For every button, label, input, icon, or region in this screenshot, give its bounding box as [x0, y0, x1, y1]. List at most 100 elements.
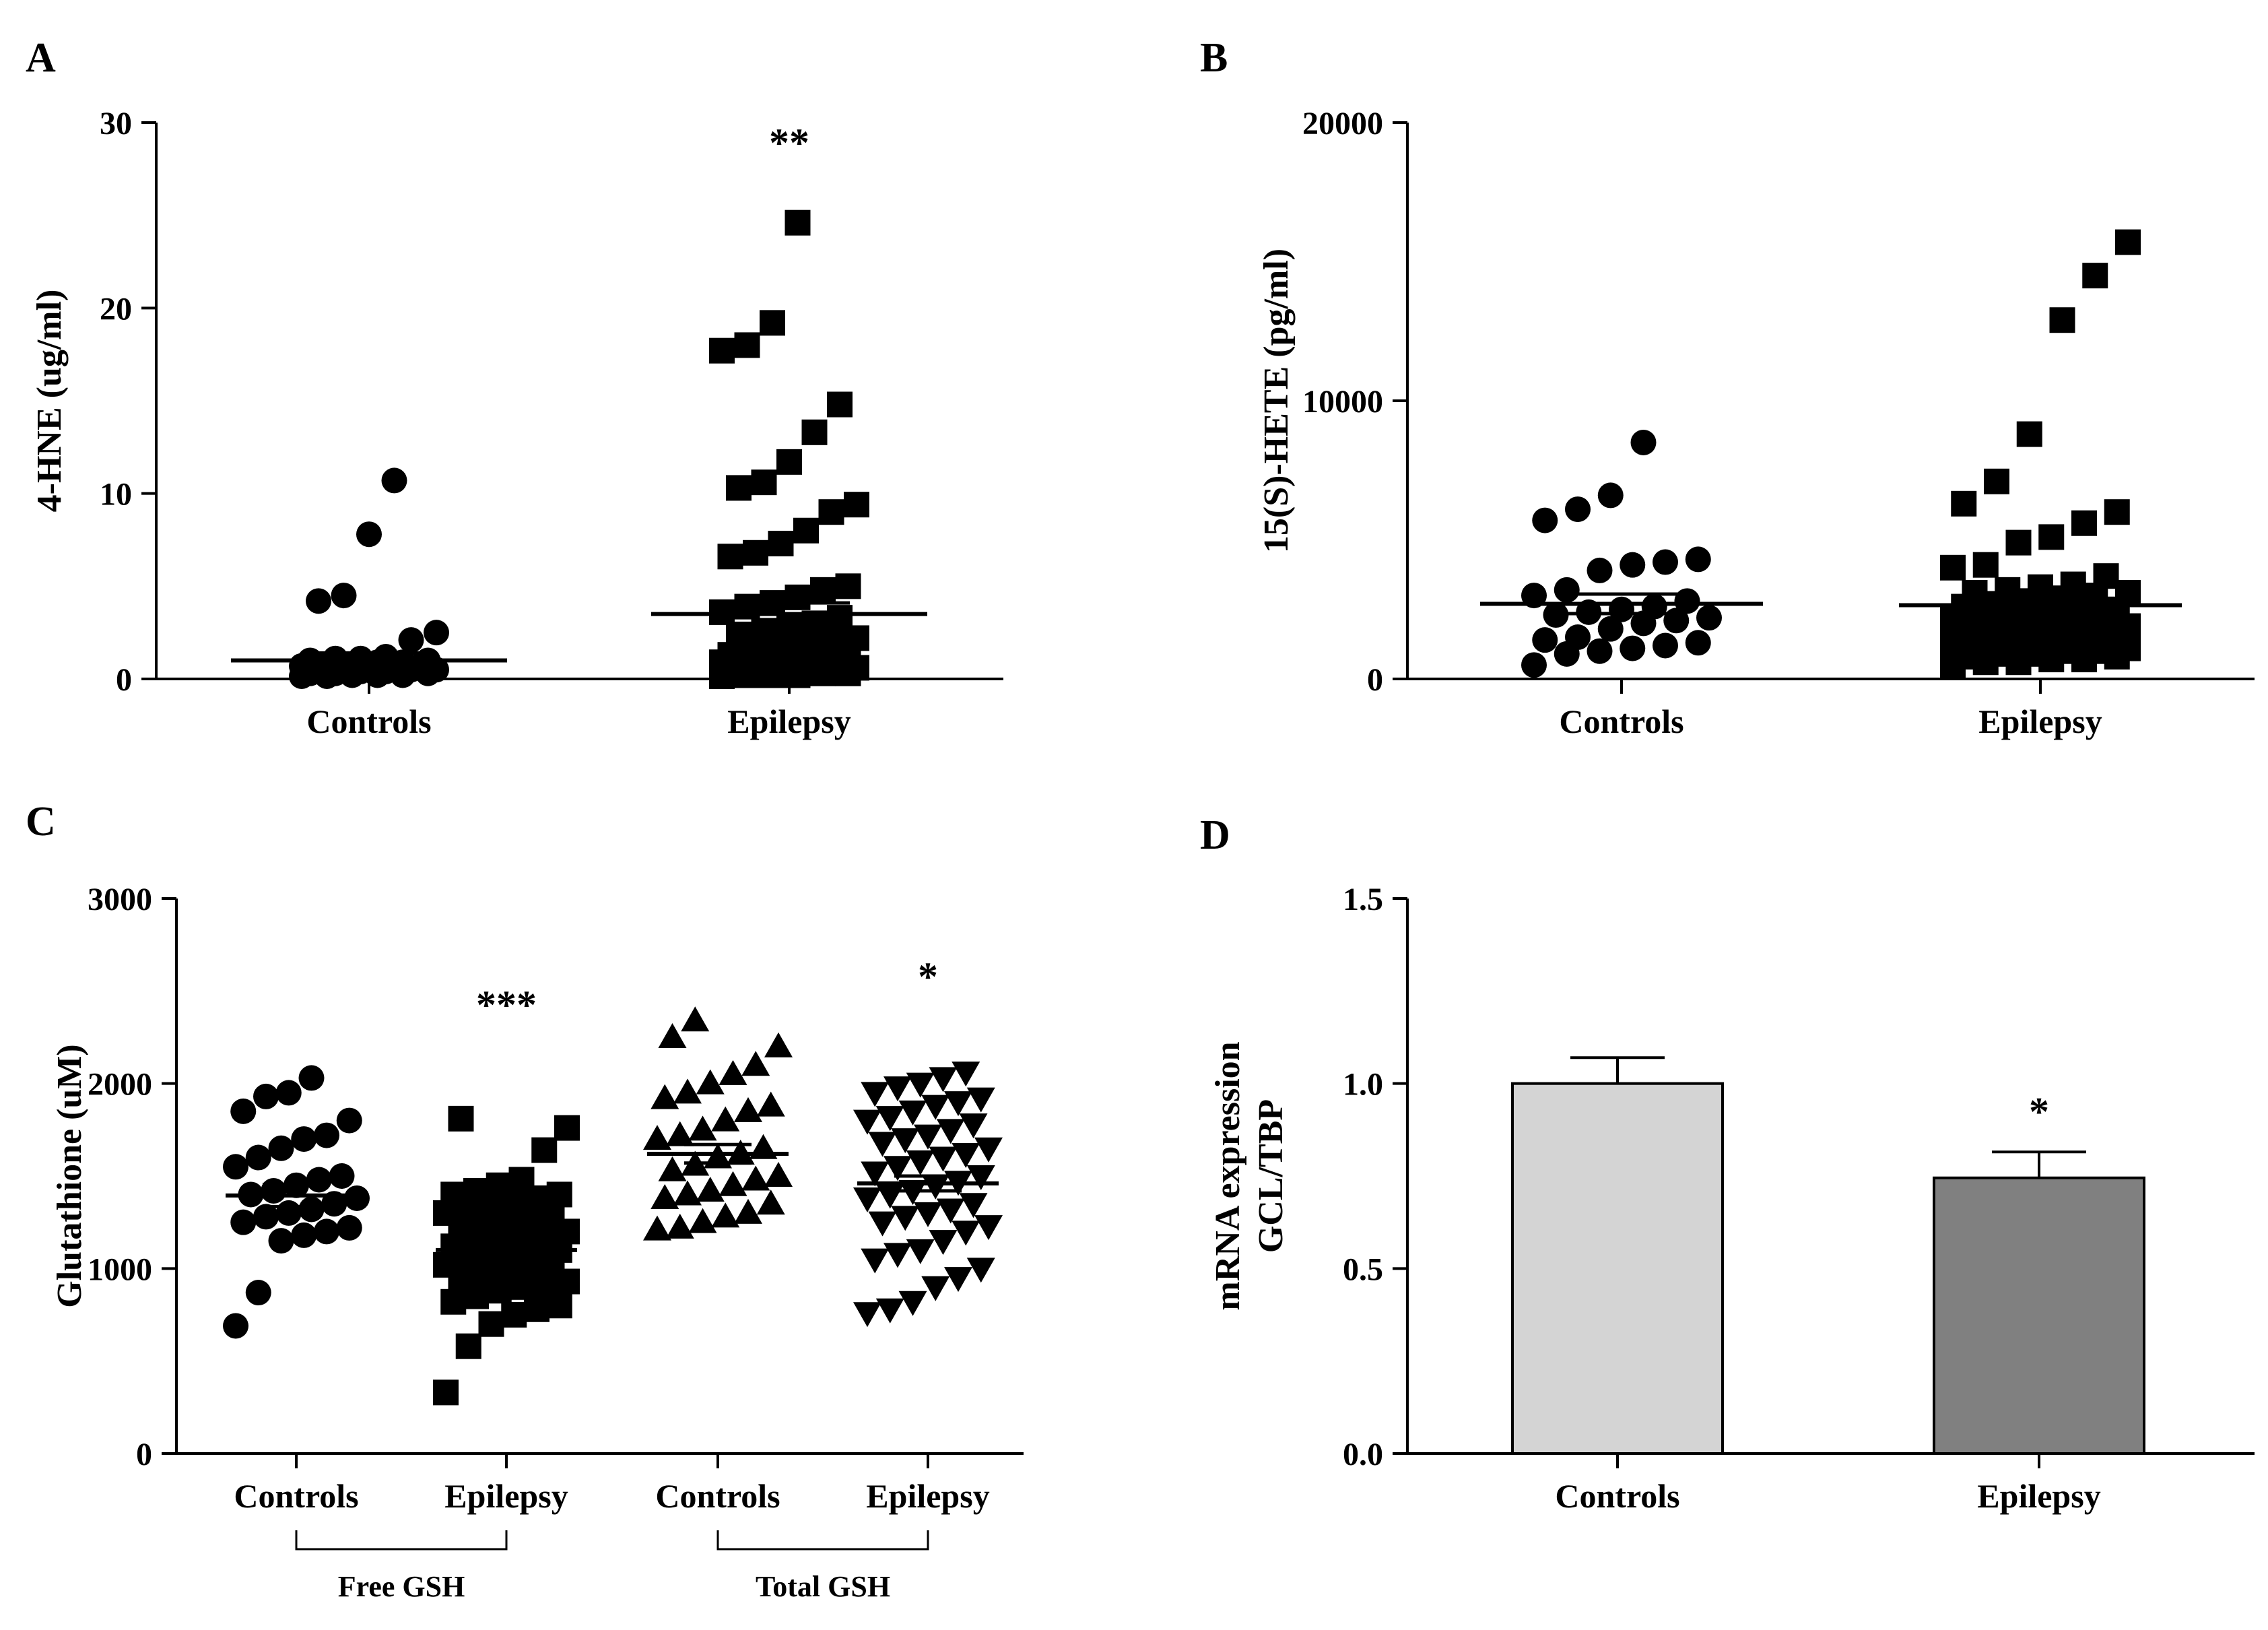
- data-point: [314, 1122, 339, 1148]
- data-point: [966, 1258, 995, 1283]
- y-axis-label: mRNA expression: [1209, 1041, 1247, 1310]
- data-point: [291, 1222, 317, 1248]
- data-point: [2049, 307, 2075, 333]
- data-point: [448, 1105, 474, 1132]
- significance-marker: **: [769, 121, 809, 165]
- data-point: [1685, 546, 1711, 573]
- x-tick-label: Epilepsy: [1978, 703, 2102, 740]
- data-point: [2005, 529, 2032, 556]
- data-point: [1984, 468, 2009, 494]
- y-tick-label: 2000: [88, 1067, 152, 1103]
- data-point: [2082, 263, 2108, 289]
- data-point: [853, 1302, 881, 1328]
- data-point: [734, 1097, 762, 1122]
- data-point: [929, 1230, 958, 1256]
- data-point: [658, 1023, 687, 1048]
- data-point: [275, 1200, 302, 1226]
- y-tick-label: 0.5: [1343, 1251, 1383, 1287]
- data-point: [952, 1062, 980, 1087]
- data-point: [1685, 630, 1711, 656]
- data-point: [776, 614, 802, 640]
- data-point: [651, 1084, 679, 1109]
- data-point: [776, 449, 802, 475]
- data-point: [764, 1032, 793, 1057]
- data-point: [921, 1276, 950, 1301]
- data-point: [974, 1215, 1003, 1241]
- data-point: [398, 627, 424, 653]
- data-point: [936, 1119, 965, 1144]
- data-point: [245, 1144, 271, 1171]
- data-point: [743, 540, 768, 566]
- data-point: [2016, 421, 2042, 447]
- data-point: [1597, 616, 1624, 642]
- data-point: [1587, 557, 1613, 583]
- data-point: [952, 1220, 980, 1246]
- data-point: [331, 583, 357, 609]
- data-point: [883, 1156, 912, 1181]
- data-point: [883, 1243, 912, 1268]
- data-point: [2071, 510, 2097, 536]
- data-point: [810, 577, 836, 603]
- panel-letter: B: [1200, 35, 1228, 81]
- data-point: [268, 1228, 294, 1254]
- data-point: [1587, 638, 1613, 664]
- data-point: [835, 573, 861, 599]
- data-point: [253, 1083, 279, 1109]
- panel-b: B 0 10000 20000 Controls Epilepsy 15(S)-HETE (…: [1200, 35, 2255, 740]
- y-axis-label: Glutathione (uM): [51, 1044, 89, 1307]
- data-point: [751, 469, 777, 496]
- data-point: [1630, 429, 1657, 455]
- x-tick-label: Epilepsy: [866, 1477, 989, 1515]
- data-point: [1940, 554, 1966, 581]
- data-point: [734, 1198, 762, 1224]
- data-point: [785, 209, 811, 236]
- data-point: [898, 1100, 927, 1126]
- data-point: [463, 1177, 489, 1204]
- data-point: [898, 1291, 927, 1316]
- significance-marker: *: [2029, 1089, 2049, 1134]
- y-tick-label: 20: [100, 291, 132, 327]
- data-point: [844, 492, 869, 518]
- data-point: [673, 1078, 702, 1104]
- data-point: [929, 1067, 958, 1093]
- data-point: [959, 1193, 988, 1218]
- data-point: [921, 1174, 950, 1200]
- data-point: [329, 1163, 355, 1189]
- data-point: [2060, 571, 2086, 597]
- data-point: [906, 1150, 935, 1176]
- data-point: [2104, 499, 2130, 525]
- y-tick-label: 10000: [1302, 384, 1383, 420]
- data-point: [883, 1076, 912, 1102]
- data-point: [868, 1132, 897, 1157]
- group-label: Total GSH: [756, 1570, 890, 1603]
- data-point: [373, 643, 399, 670]
- data-point: [785, 584, 811, 610]
- data-point: [875, 1106, 904, 1132]
- data-point: [501, 1302, 527, 1328]
- data-point: [929, 1146, 958, 1172]
- y-tick-label: 0: [1367, 662, 1383, 698]
- bar: [1933, 1176, 2145, 1456]
- group-label: Free GSH: [338, 1570, 465, 1603]
- data-point: [298, 1065, 325, 1091]
- data-point: [665, 1121, 694, 1146]
- data-point: [1696, 605, 1722, 631]
- data-point: [959, 1113, 988, 1139]
- data-point: [2115, 229, 2141, 255]
- data-point: [230, 1209, 257, 1235]
- data-point: [1532, 627, 1558, 653]
- data-point: [1653, 549, 1678, 575]
- y-tick-label: 0: [116, 662, 132, 698]
- data-point: [793, 517, 819, 544]
- data-point: [665, 1213, 694, 1239]
- data-point: [696, 1176, 725, 1202]
- data-point: [306, 1167, 332, 1193]
- data-point: [861, 1248, 890, 1274]
- data-point: [756, 1189, 785, 1215]
- data-point: [719, 1060, 747, 1085]
- data-point: [906, 1072, 935, 1098]
- bar: [1511, 1082, 1724, 1455]
- data-point: [508, 1167, 535, 1193]
- data-point: [336, 1107, 362, 1134]
